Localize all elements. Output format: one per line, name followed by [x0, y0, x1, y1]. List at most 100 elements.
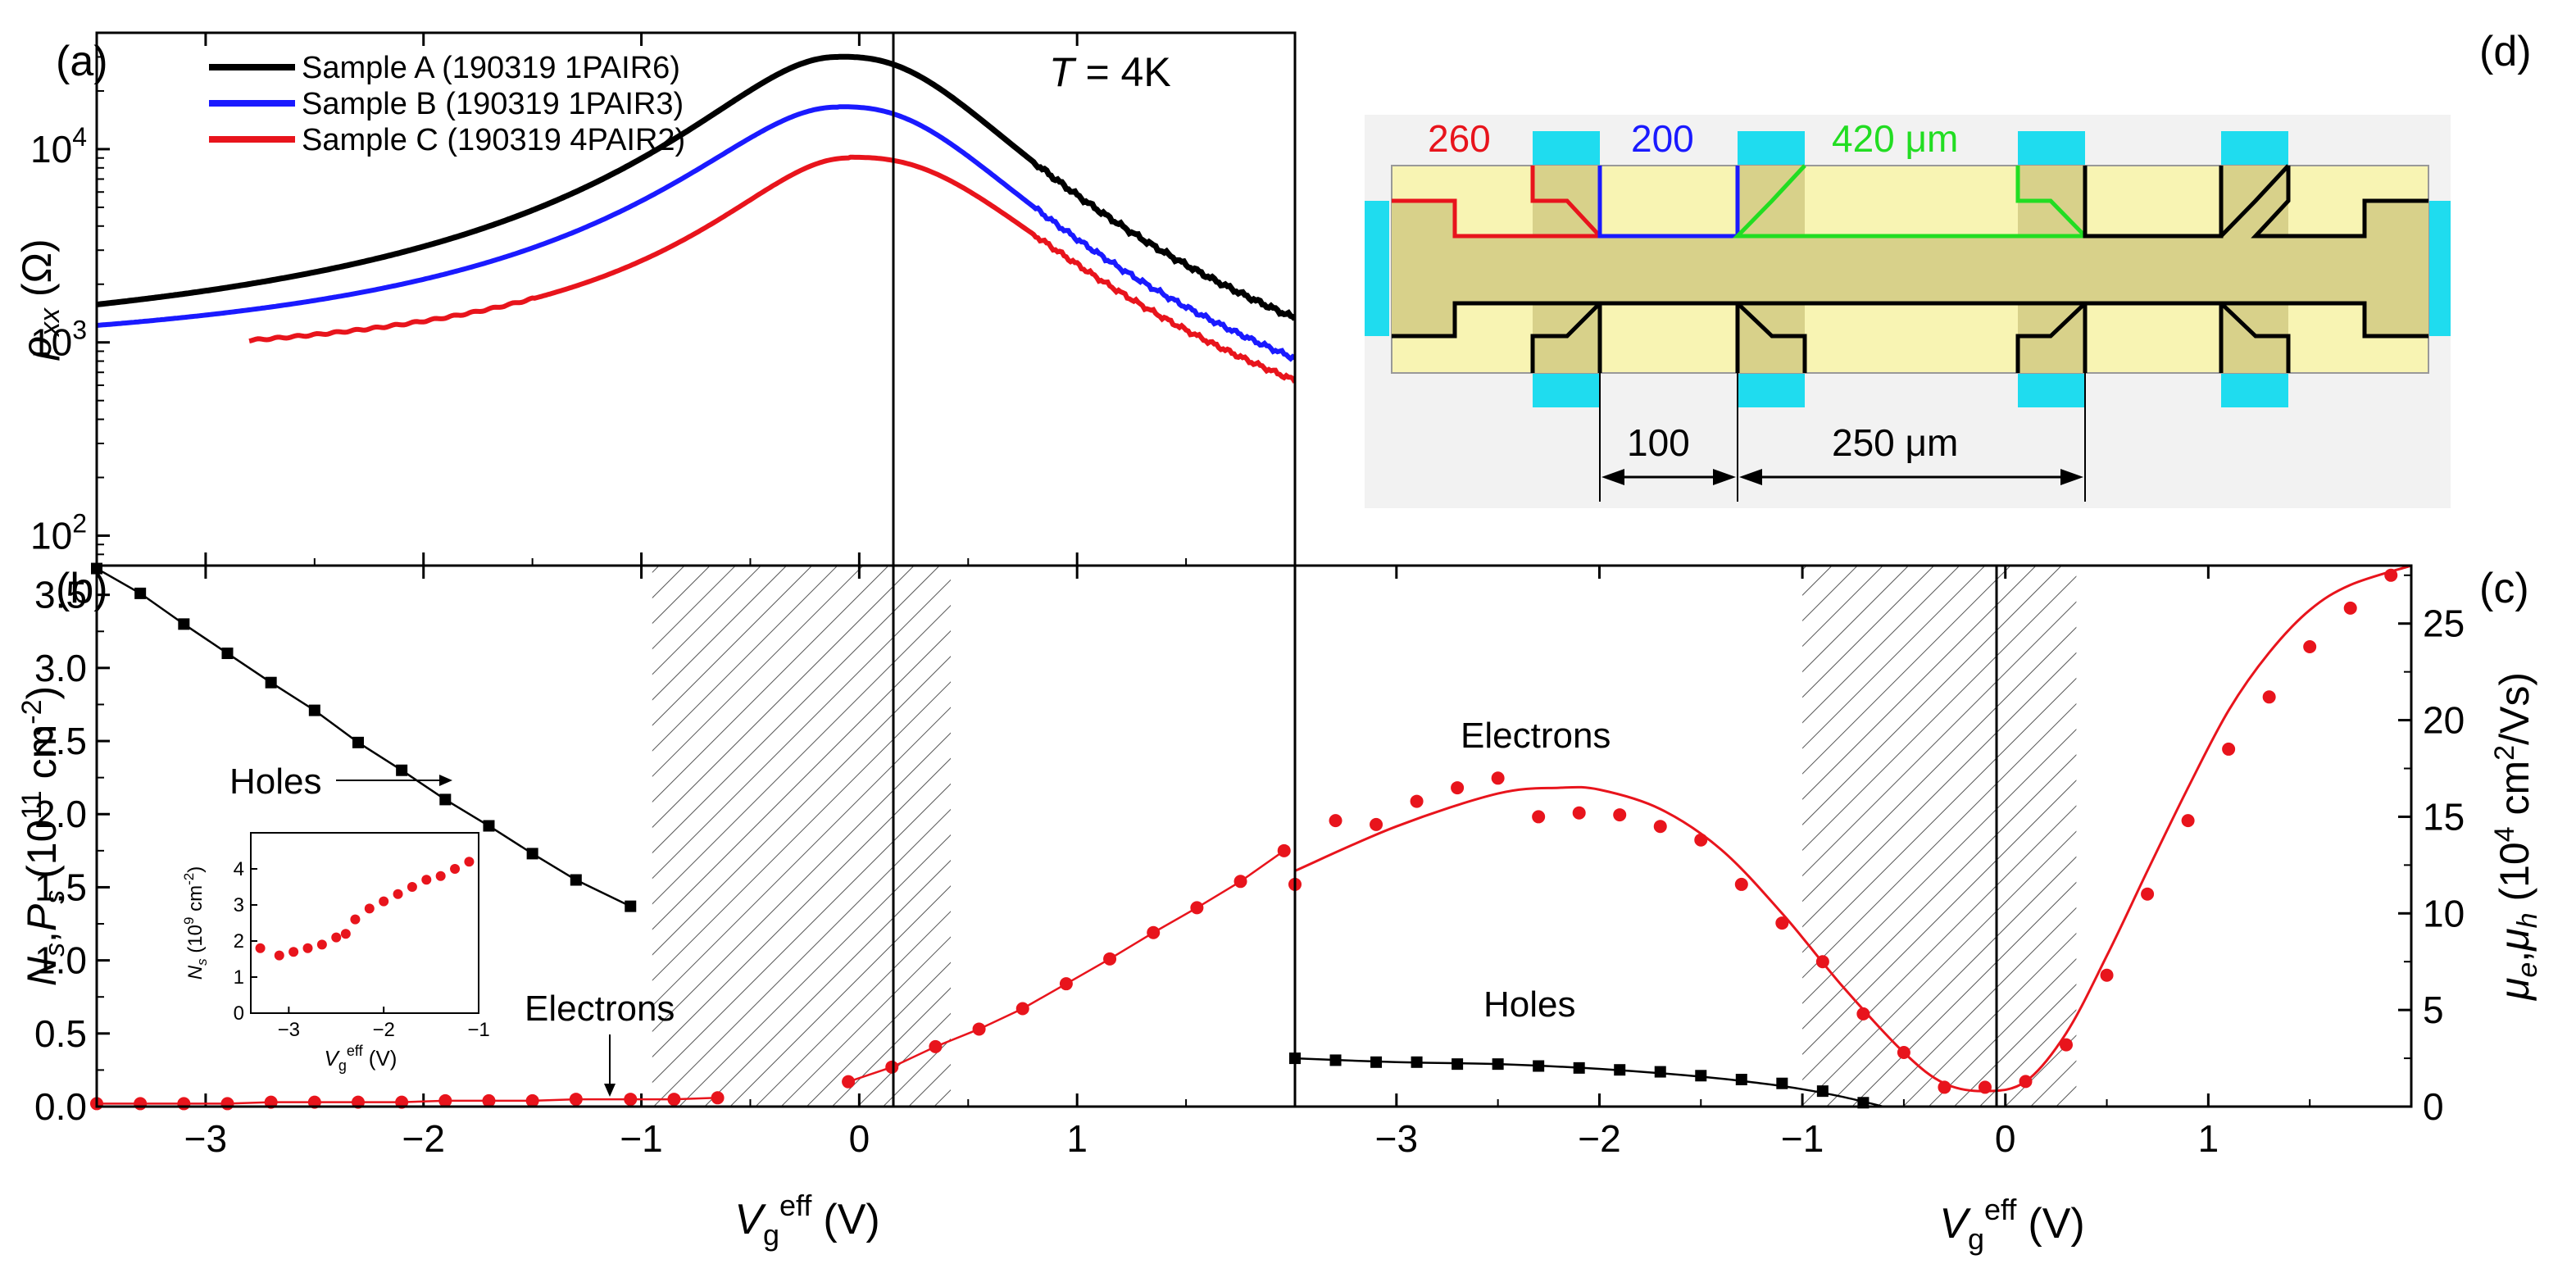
y-tick-label-b: 1.5	[34, 866, 87, 908]
pad-left-end	[1392, 201, 1455, 336]
electrons-point-b	[1277, 843, 1291, 857]
y-axis-label-a: ρxx (Ω)	[14, 239, 66, 361]
dim-label-260: 260	[1428, 117, 1491, 160]
inset-y-tick-label: 3	[234, 894, 244, 916]
dim-label-420: 420 μm	[1832, 117, 1958, 160]
x-tick-label-b: 0	[849, 1117, 870, 1160]
dim-label-200: 200	[1631, 117, 1694, 160]
holes-point-b	[134, 587, 147, 599]
x-tick-label-c: 0	[1995, 1117, 2016, 1160]
x-tick-label-b: 1	[1066, 1117, 1088, 1160]
electrons-label-b: Electrons	[525, 989, 675, 1029]
holes-point-b	[221, 648, 234, 660]
y-tick-label-c: 15	[2423, 795, 2465, 838]
holes-point-b	[439, 793, 452, 806]
inset-point	[421, 875, 432, 885]
legend-label-2: Sample C (190319 4PAIR2)	[302, 123, 685, 157]
electrons-point-b	[438, 1093, 452, 1107]
contact-bottom-4	[2221, 373, 2288, 407]
electrons-point-c	[1978, 1080, 1992, 1094]
contact-bottom-2	[1738, 373, 1805, 407]
electrons-point-c	[1897, 1046, 1910, 1059]
electrons-point-c	[2019, 1075, 2033, 1089]
inset-y-tick-label: 4	[234, 858, 244, 880]
y-tick-label-c: 5	[2423, 989, 2444, 1031]
y-axis-label-c: μe,μh (104 cm2/Vs)	[2489, 672, 2543, 1002]
holes-point-c	[1654, 1066, 1666, 1078]
y-tick-label-b: 3.0	[34, 647, 87, 689]
inset-y-label: Ns (109 cm-2)	[181, 866, 210, 980]
electrons-point-b	[569, 1093, 583, 1107]
panel-b: −3 −2 −1 0 1 0.0 0.5 1.0 1.5 2.0 2.5 3.0 3.5 Ns,Ps (…	[16, 562, 1297, 1160]
inset-x-tick-label: −1	[467, 1019, 489, 1041]
electrons-point-b	[177, 1097, 191, 1111]
panel-a: 102 103 104 ρxx (Ω) T = 4K Sample A (19031…	[14, 31, 1297, 567]
temperature-value: = 4K	[1074, 49, 1171, 95]
holes-point-c	[1492, 1058, 1504, 1071]
x-tick-label-c: −2	[1578, 1117, 1620, 1160]
electrons-point-b	[885, 1060, 899, 1074]
electrons-point-c	[1856, 1007, 1870, 1021]
x-axis-label-c: Vgeff (V)	[1939, 1193, 2084, 1256]
electrons-point-c	[2303, 640, 2317, 653]
y-tick-label-c: 20	[2423, 699, 2465, 742]
holes-point-b	[352, 736, 364, 748]
dim-arrowhead-250-left	[1739, 469, 1762, 485]
holes-point-c	[1735, 1074, 1747, 1085]
rho-subscript: xx	[34, 307, 66, 338]
contact-bottom-3	[2018, 373, 2085, 407]
inset-point	[364, 903, 375, 914]
y-tick-label-b: 0.5	[34, 1012, 87, 1055]
electrons-point-c	[2343, 601, 2357, 615]
x-axis-label-b: Vgeff (V)	[734, 1189, 879, 1252]
electrons-point-c	[1410, 794, 1424, 808]
electrons-arrowhead-b	[604, 1084, 616, 1097]
x-tick-label-b: −3	[184, 1117, 227, 1160]
hall-bar-channel	[1392, 236, 2428, 303]
inset-y-tick-label: 1	[234, 966, 244, 989]
curve-sample-a	[97, 53, 1295, 321]
dim-arrowhead-250-right	[2060, 469, 2083, 485]
electrons-point-c	[1613, 808, 1627, 822]
electrons-point-b	[1147, 925, 1161, 939]
holes-point-b	[396, 764, 408, 776]
electrons-point-b	[842, 1075, 856, 1089]
holes-point-c	[1816, 1085, 1829, 1098]
y-tick-label-c: 0	[2423, 1085, 2444, 1128]
holes-point-c	[1533, 1060, 1545, 1072]
holes-point-b	[526, 848, 538, 860]
y-tick-label-b: 2.0	[34, 793, 87, 835]
holes-point-c	[1573, 1062, 1585, 1074]
electrons-label-c: Electrons	[1461, 716, 1611, 756]
contact-top-2	[1738, 131, 1805, 166]
electrons-point-c	[2262, 690, 2276, 704]
inset-point	[331, 932, 342, 943]
legend-label-0: Sample A (190319 1PAIR6)	[302, 51, 680, 85]
electrons-point-c	[2384, 568, 2398, 582]
pad-right-end	[2365, 201, 2428, 336]
dim-label-100: 100	[1627, 421, 1690, 464]
inset-x-tick-label: −2	[372, 1019, 394, 1041]
holes-point-b	[308, 704, 320, 716]
x-tick-label-c: −1	[1781, 1117, 1824, 1160]
inset-point	[435, 871, 446, 881]
dim-arrowhead-100-left	[1601, 469, 1624, 485]
temperature-symbol: T	[1049, 49, 1077, 95]
electrons-point-c	[1532, 810, 1546, 824]
x-tick-label-c: −3	[1375, 1117, 1418, 1160]
inset-y-tick-label: 2	[234, 930, 244, 952]
outline-bottom	[1392, 301, 2428, 373]
y-tick-label-a: 104	[30, 122, 87, 170]
inset-plot: −3 −2 −1 0 1 2 3 4 Ns (109 cm-2) Vgeff (V)	[181, 832, 490, 1074]
electrons-point-b	[1233, 875, 1247, 889]
inset-x-label: Vgeff (V)	[325, 1043, 398, 1074]
holes-point-b	[483, 820, 495, 832]
y-tick-label-b: 0.0	[34, 1085, 87, 1128]
electrons-point-b	[667, 1093, 681, 1107]
outline-top-blue	[1597, 166, 1740, 239]
holes-arrowhead-b	[439, 775, 452, 786]
electrons-point-b	[711, 1091, 725, 1105]
curve-sample-c	[248, 154, 1295, 384]
inset-point	[379, 896, 389, 907]
